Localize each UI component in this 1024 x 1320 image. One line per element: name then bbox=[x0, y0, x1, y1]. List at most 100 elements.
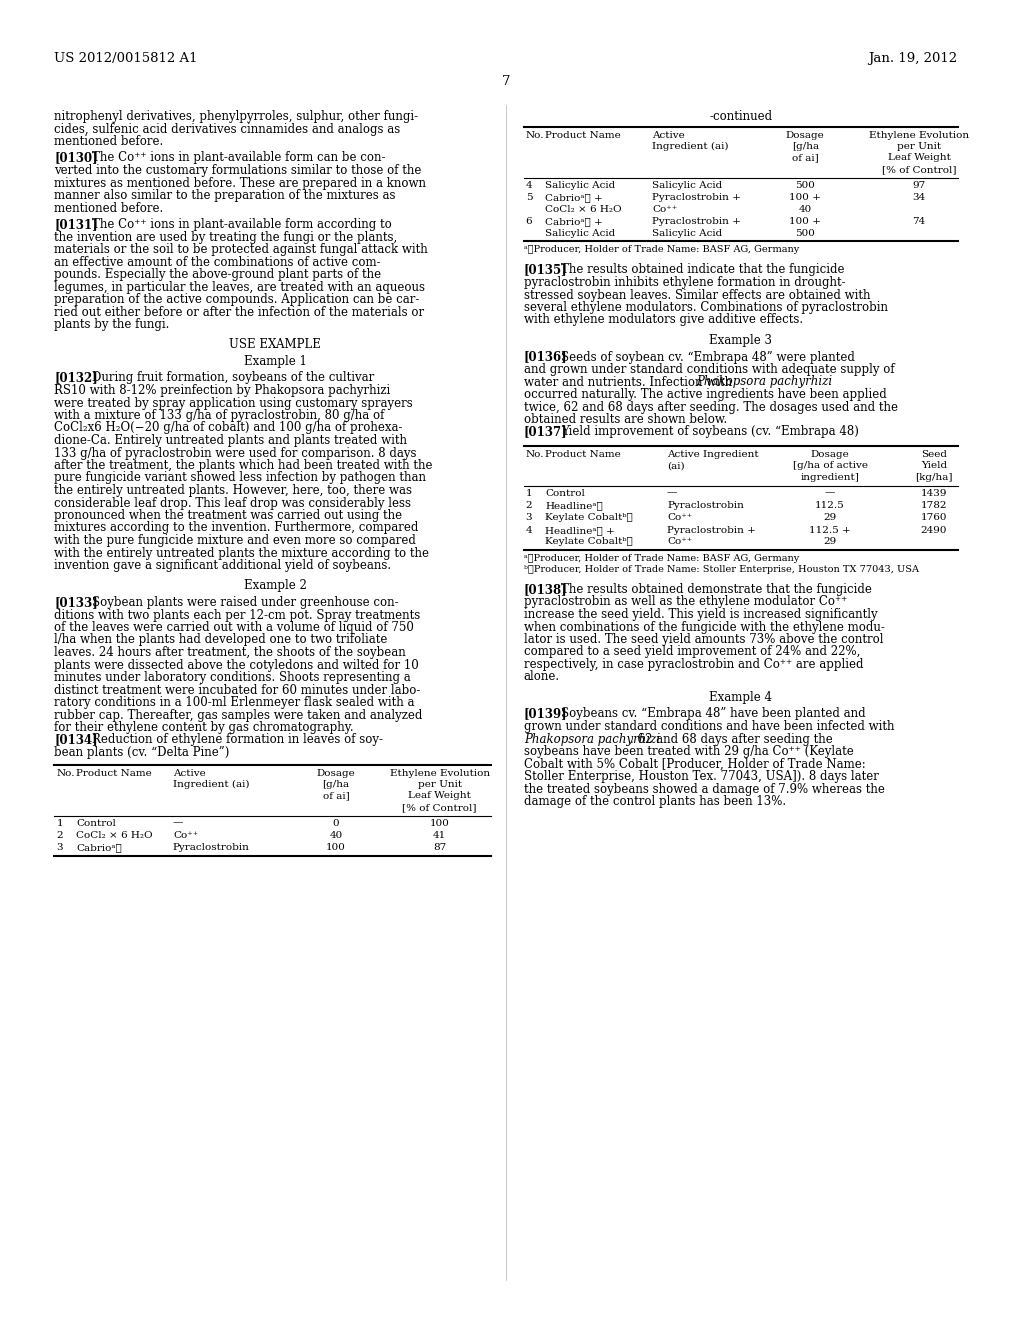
Text: 1: 1 bbox=[525, 488, 532, 498]
Text: 87: 87 bbox=[433, 843, 446, 853]
Text: No.: No. bbox=[525, 131, 544, 140]
Text: Leaf Weight: Leaf Weight bbox=[409, 792, 471, 800]
Text: with the pure fungicide mixture and even more so compared: with the pure fungicide mixture and even… bbox=[54, 535, 416, 546]
Text: 34: 34 bbox=[912, 193, 926, 202]
Text: increase the seed yield. This yield is increased significantly: increase the seed yield. This yield is i… bbox=[523, 609, 878, 620]
Text: Dosage: Dosage bbox=[316, 768, 355, 777]
Text: No.: No. bbox=[525, 450, 544, 459]
Text: l/ha when the plants had developed one to two trifoliate: l/ha when the plants had developed one t… bbox=[54, 634, 388, 647]
Text: Cabrioᵃ⧣: Cabrioᵃ⧣ bbox=[76, 843, 122, 853]
Text: [g/ha of active: [g/ha of active bbox=[793, 462, 867, 470]
Text: During fruit formation, soybeans of the cultivar: During fruit formation, soybeans of the … bbox=[92, 371, 374, 384]
Text: 2: 2 bbox=[525, 502, 532, 510]
Text: [0137]: [0137] bbox=[523, 425, 567, 438]
Text: [g/ha: [g/ha bbox=[792, 143, 819, 150]
Text: 97: 97 bbox=[912, 181, 926, 190]
Text: Stoller Enterprise, Houston Tex. 77043, USA]). 8 days later: Stoller Enterprise, Houston Tex. 77043, … bbox=[523, 770, 879, 783]
Text: (ai): (ai) bbox=[667, 462, 685, 470]
Text: 0: 0 bbox=[333, 818, 339, 828]
Text: the entirely untreated plants. However, here, too, there was: the entirely untreated plants. However, … bbox=[54, 484, 413, 498]
Text: mentioned before.: mentioned before. bbox=[54, 135, 164, 148]
Text: Active: Active bbox=[652, 131, 685, 140]
Text: Keylate Cobaltᵇ⧣: Keylate Cobaltᵇ⧣ bbox=[546, 537, 633, 546]
Text: Pyraclostrobin +: Pyraclostrobin + bbox=[667, 525, 756, 535]
Text: several ethylene modulators. Combinations of pyraclostrobin: several ethylene modulators. Combination… bbox=[523, 301, 888, 314]
Text: when combinations of the fungicide with the ethylene modu-: when combinations of the fungicide with … bbox=[523, 620, 885, 634]
Text: 40: 40 bbox=[799, 205, 812, 214]
Text: legumes, in particular the leaves, are treated with an aqueous: legumes, in particular the leaves, are t… bbox=[54, 281, 425, 293]
Text: Product Name: Product Name bbox=[76, 768, 152, 777]
Text: with the entirely untreated plants the mixture according to the: with the entirely untreated plants the m… bbox=[54, 546, 429, 560]
Text: CoCl₂ × 6 H₂O: CoCl₂ × 6 H₂O bbox=[546, 205, 622, 214]
Text: Example 2: Example 2 bbox=[244, 579, 306, 593]
Text: Example 1: Example 1 bbox=[244, 355, 306, 368]
Text: Product Name: Product Name bbox=[546, 131, 622, 140]
Text: ingredient]: ingredient] bbox=[801, 473, 859, 482]
Text: 29: 29 bbox=[823, 513, 837, 523]
Text: —: — bbox=[825, 488, 836, 498]
Text: 112.5 +: 112.5 + bbox=[809, 525, 851, 535]
Text: water and nutrients. Infection with: water and nutrients. Infection with bbox=[523, 375, 735, 388]
Text: pyraclostrobin inhibits ethylene formation in drought-: pyraclostrobin inhibits ethylene formati… bbox=[523, 276, 846, 289]
Text: 3: 3 bbox=[56, 843, 62, 853]
Text: 4: 4 bbox=[525, 181, 532, 190]
Text: Pyraclostrobin: Pyraclostrobin bbox=[173, 843, 250, 853]
Text: with a mixture of 133 g/ha of pyraclostrobin, 80 g/ha of: with a mixture of 133 g/ha of pyraclostr… bbox=[54, 409, 385, 422]
Text: Cabrioᵃ⧣ +: Cabrioᵃ⧣ + bbox=[546, 216, 603, 226]
Text: [g/ha: [g/ha bbox=[323, 780, 349, 789]
Text: verted into the customary formulations similar to those of the: verted into the customary formulations s… bbox=[54, 164, 422, 177]
Text: mentioned before.: mentioned before. bbox=[54, 202, 164, 214]
Text: alone.: alone. bbox=[523, 671, 560, 684]
Text: —: — bbox=[667, 488, 677, 498]
Text: . 62 and 68 days after seeding the: . 62 and 68 days after seeding the bbox=[630, 733, 833, 746]
Text: [0138]: [0138] bbox=[523, 583, 567, 597]
Text: [% of Control]: [% of Control] bbox=[882, 165, 956, 174]
Text: materials or the soil to be protected against fungal attack with: materials or the soil to be protected ag… bbox=[54, 243, 428, 256]
Text: 40: 40 bbox=[330, 832, 343, 840]
Text: leaves. 24 hours after treatment, the shoots of the soybean: leaves. 24 hours after treatment, the sh… bbox=[54, 645, 407, 659]
Text: of ai]: of ai] bbox=[323, 792, 349, 800]
Text: after the treatment, the plants which had been treated with the: after the treatment, the plants which ha… bbox=[54, 459, 433, 473]
Text: Headlineᵃ⧣ +: Headlineᵃ⧣ + bbox=[546, 525, 615, 535]
Text: Ethylene Evolution: Ethylene Evolution bbox=[869, 131, 969, 140]
Text: the treated soybeans showed a damage of 7.9% whereas the: the treated soybeans showed a damage of … bbox=[523, 783, 885, 796]
Text: per Unit: per Unit bbox=[418, 780, 462, 789]
Text: stressed soybean leaves. Similar effects are obtained with: stressed soybean leaves. Similar effects… bbox=[523, 289, 870, 301]
Text: 4: 4 bbox=[525, 525, 532, 535]
Text: Co⁺⁺: Co⁺⁺ bbox=[667, 513, 692, 523]
Text: Yield: Yield bbox=[921, 462, 947, 470]
Text: Keylate Cobaltᵇ⧣: Keylate Cobaltᵇ⧣ bbox=[546, 513, 633, 523]
Text: Phakopsora pachyrhizi: Phakopsora pachyrhizi bbox=[523, 733, 659, 746]
Text: Salicylic Acid: Salicylic Acid bbox=[652, 228, 722, 238]
Text: preparation of the active compounds. Application can be car-: preparation of the active compounds. App… bbox=[54, 293, 420, 306]
Text: cides, sulfenic acid derivatives cinnamides and analogs as: cides, sulfenic acid derivatives cinnami… bbox=[54, 123, 400, 136]
Text: CoCl₂ × 6 H₂O: CoCl₂ × 6 H₂O bbox=[76, 832, 153, 840]
Text: respectively, in case pyraclostrobin and Co⁺⁺ are applied: respectively, in case pyraclostrobin and… bbox=[523, 657, 863, 671]
Text: ᵃ⧣Producer, Holder of Trade Name: BASF AG, Germany: ᵃ⧣Producer, Holder of Trade Name: BASF A… bbox=[523, 554, 799, 564]
Text: mixtures as mentioned before. These are prepared in a known: mixtures as mentioned before. These are … bbox=[54, 177, 426, 190]
Text: Pyraclostrobin +: Pyraclostrobin + bbox=[652, 216, 741, 226]
Text: an effective amount of the combinations of active com-: an effective amount of the combinations … bbox=[54, 256, 381, 268]
Text: and grown under standard conditions with adequate supply of: and grown under standard conditions with… bbox=[523, 363, 894, 376]
Text: No.: No. bbox=[56, 768, 75, 777]
Text: for their ethylene content by gas chromatography.: for their ethylene content by gas chroma… bbox=[54, 721, 354, 734]
Text: with ethylene modulators give additive effects.: with ethylene modulators give additive e… bbox=[523, 314, 803, 326]
Text: [0135]: [0135] bbox=[523, 264, 567, 276]
Text: 1: 1 bbox=[56, 818, 62, 828]
Text: Active Ingredient: Active Ingredient bbox=[667, 450, 759, 459]
Text: 2: 2 bbox=[56, 832, 62, 840]
Text: Cabrioᵃ⧣ +: Cabrioᵃ⧣ + bbox=[546, 193, 603, 202]
Text: rubber cap. Thereafter, gas samples were taken and analyzed: rubber cap. Thereafter, gas samples were… bbox=[54, 709, 423, 722]
Text: Ethylene Evolution: Ethylene Evolution bbox=[390, 768, 489, 777]
Text: obtained results are shown below.: obtained results are shown below. bbox=[523, 413, 727, 426]
Text: Pyraclostrobin: Pyraclostrobin bbox=[667, 502, 743, 510]
Text: 100 +: 100 + bbox=[790, 216, 821, 226]
Text: RS10 with 8-12% preinfection by Phakopsora pachyrhizi: RS10 with 8-12% preinfection by Phakopso… bbox=[54, 384, 390, 397]
Text: twice, 62 and 68 days after seeding. The dosages used and the: twice, 62 and 68 days after seeding. The… bbox=[523, 400, 898, 413]
Text: Co⁺⁺: Co⁺⁺ bbox=[652, 205, 678, 214]
Text: [0131]: [0131] bbox=[54, 218, 98, 231]
Text: Pyraclostrobin +: Pyraclostrobin + bbox=[652, 193, 741, 202]
Text: compared to a seed yield improvement of 24% and 22%,: compared to a seed yield improvement of … bbox=[523, 645, 860, 659]
Text: the invention are used by treating the fungi or the plants,: the invention are used by treating the f… bbox=[54, 231, 397, 243]
Text: 100: 100 bbox=[326, 843, 346, 853]
